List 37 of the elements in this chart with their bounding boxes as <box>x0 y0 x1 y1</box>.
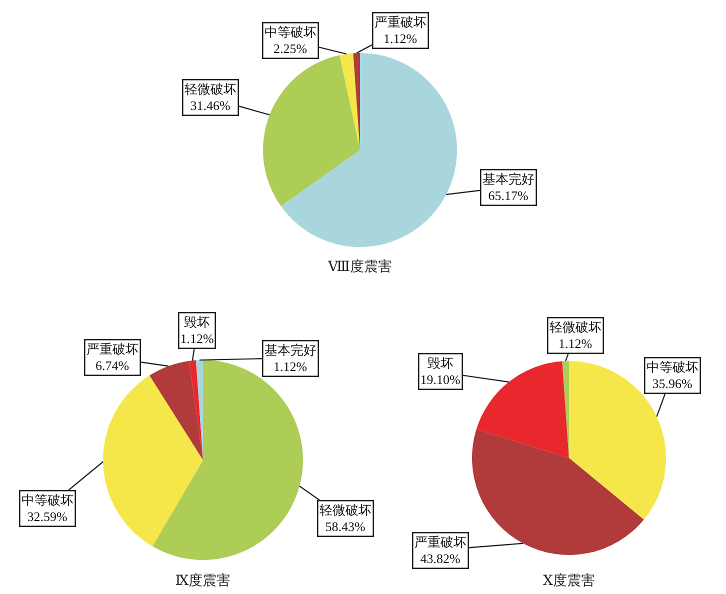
slice-label: 轻微破坏 <box>319 502 372 518</box>
slice-label: 严重破坏 <box>414 534 466 550</box>
data-label: 32.59% <box>27 509 68 524</box>
slice-label: 轻微破坏 <box>184 81 236 96</box>
slice-label: 毁坏 <box>184 314 210 330</box>
data-label: 19.10% <box>420 372 461 388</box>
pie-slice <box>476 361 569 458</box>
slice-label: 基本完好 <box>264 342 316 358</box>
data-label: 43.82% <box>420 551 461 566</box>
data-label: 65.17% <box>488 188 529 204</box>
pie-slice <box>280 53 457 247</box>
slice-label: 严重破坏 <box>374 14 426 30</box>
data-label: 31.46% <box>190 98 231 114</box>
data-label: 1.12% <box>180 331 214 346</box>
slice-label: 轻微破坏 <box>549 319 602 334</box>
pie-slice <box>103 376 203 546</box>
pie-slice <box>340 53 360 150</box>
pie-slice <box>150 360 203 460</box>
slice-label: 基本完好 <box>482 171 534 186</box>
data-label: 2.25% <box>274 41 308 56</box>
text: Ⅸ度震害 <box>175 572 231 589</box>
slice-label: 中等破坏 <box>264 24 316 40</box>
slice-label: 毁坏 <box>427 355 454 370</box>
text: Ⅷ度震害 <box>326 258 392 275</box>
data-label: 1.12% <box>558 336 592 352</box>
data-label: 58.43% <box>325 519 366 534</box>
text: Ⅹ度震害 <box>543 572 595 589</box>
pie-slice <box>188 360 203 460</box>
data-label: 6.74% <box>96 358 130 374</box>
data-label: 35.96% <box>652 376 693 392</box>
slice-label: 中等破坏 <box>646 359 698 374</box>
data-label: 1.12% <box>384 31 418 46</box>
pie-slice <box>263 55 360 206</box>
data-label: 1.12% <box>274 359 308 374</box>
pie-slice <box>472 429 644 555</box>
slice-label: 中等破坏 <box>21 492 74 508</box>
slice-label: 严重破坏 <box>86 341 138 356</box>
